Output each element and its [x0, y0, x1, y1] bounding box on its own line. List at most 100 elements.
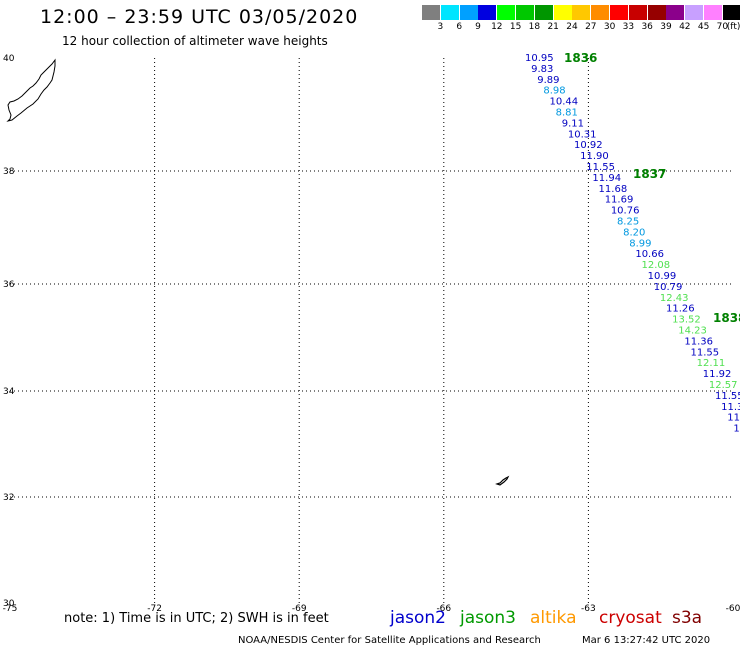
- satellite-legend-altika: altika: [530, 608, 577, 628]
- x-tick-label: -60: [726, 604, 740, 614]
- wave-height-value: 12.57: [709, 380, 738, 391]
- wave-height-value: 11.36: [684, 336, 713, 347]
- colorbar-swatch: [534, 5, 553, 20]
- colorbar-tick-label: 24: [566, 22, 578, 32]
- x-tick-label: -72: [147, 604, 162, 614]
- colorbar-swatch: [722, 5, 740, 20]
- colorbar-tick-label: 33: [622, 22, 635, 32]
- wave-height-value: 8.99: [629, 238, 651, 249]
- footer-credit: NOAA/NESDIS Center for Satellite Applica…: [238, 635, 541, 646]
- map-subtitle: 12 hour collection of altimeter wave hei…: [62, 34, 328, 48]
- wave-height-value: 11.38: [721, 402, 740, 413]
- wave-height-colorbar: 3 6 9 12 15 18 21 24 27 30 33 36 39 42 45 70 (ft): [422, 5, 740, 35]
- track-label: 1836: [564, 51, 597, 65]
- wave-height-value: 12.11: [697, 358, 726, 369]
- wave-height-value: 11.92: [703, 369, 732, 380]
- colorbar-tick-label: 36: [641, 22, 653, 32]
- colorbar-tick-label: 21: [547, 22, 559, 32]
- wave-height-value: 10.99: [648, 271, 677, 282]
- wave-height-value: 11.69: [605, 195, 634, 206]
- colorbar-swatch: [572, 5, 591, 20]
- satellite-legend-jason3: jason3: [460, 608, 516, 628]
- colorbar-tick-label: 42: [679, 22, 691, 32]
- wave-height-value: 11.68: [599, 184, 628, 195]
- wave-height-value: 10.31: [568, 129, 597, 140]
- colorbar-swatch: [628, 5, 647, 20]
- wave-height-value: 9.11: [562, 118, 584, 129]
- wave-height-value: 11.94: [592, 173, 621, 184]
- wave-height-value: 11.5: [727, 413, 740, 424]
- y-axis-ticks: 40 38 36 34 32 30: [3, 54, 15, 609]
- wave-height-value: 11.26: [666, 304, 695, 315]
- colorbar-swatch: [647, 5, 666, 20]
- y-tick-label: 40: [3, 54, 15, 64]
- wave-height-value: 10.79: [654, 282, 683, 293]
- colorbar-swatch: [685, 5, 704, 20]
- track-label-layer: 1836 1837 1838: [564, 51, 740, 325]
- coastline: [6, 58, 510, 486]
- satellite-legend-s3a: s3a: [672, 608, 703, 628]
- colorbar-tick-label: 3: [437, 22, 444, 32]
- y-tick-label: 36: [3, 280, 15, 290]
- wave-height-value: 10.: [733, 424, 740, 435]
- colorbar-tick-label: 12: [491, 22, 503, 32]
- colorbar-swatch: [516, 5, 534, 20]
- colorbar-swatch: [666, 5, 685, 20]
- colorbar-tick-label: 39: [660, 22, 672, 32]
- wave-height-value: 10.92: [574, 140, 603, 151]
- x-tick-label: -66: [436, 604, 451, 614]
- colorbar-unit: (ft): [726, 22, 740, 32]
- x-tick-label: -63: [581, 604, 596, 614]
- wave-height-value: 8.20: [623, 227, 645, 238]
- x-tick-label: -69: [292, 604, 307, 614]
- track-label: 1837: [633, 167, 666, 181]
- footer-timestamp: Mar 6 13:27:42 UTC 2020: [582, 635, 711, 646]
- y-tick-label: 30: [3, 599, 15, 609]
- colorbar-swatch: [422, 5, 440, 20]
- colorbar-tick-label: 9: [475, 22, 481, 32]
- x-axis-ticks: -75 -72 -69 -66 -63 -60: [3, 604, 740, 614]
- x-tick-label: -75: [3, 604, 18, 614]
- wave-height-value: 8.81: [556, 108, 578, 119]
- wave-height-value: 9.89: [537, 75, 559, 86]
- satellite-legend-cryosat: cryosat: [599, 608, 662, 628]
- colorbar-tick-label: 30: [603, 22, 616, 32]
- coastline-bermuda: [495, 475, 510, 486]
- coastline-cape-cod: [6, 58, 56, 122]
- colorbar-swatch: [497, 5, 516, 20]
- map-title: 12:00 – 23:59 UTC 03/05/2020: [40, 6, 359, 28]
- colorbar-swatch: [478, 5, 497, 20]
- colorbar-tick-label: 18: [528, 22, 541, 32]
- wave-height-value: 13.52: [672, 315, 701, 326]
- colorbar-tick-label: 45: [697, 22, 710, 32]
- colorbar-swatch: [440, 5, 459, 20]
- track-label: 1838: [713, 311, 740, 325]
- wave-height-value: 11.55: [586, 162, 615, 173]
- wave-height-value: 10.76: [611, 206, 640, 217]
- wave-height-value: 14.23: [678, 326, 707, 337]
- grid-lines: [10, 58, 733, 603]
- colorbar-tick-label: 15: [509, 22, 522, 32]
- y-tick-label: 34: [3, 387, 15, 397]
- footer-note: note: 1) Time is in UTC; 2) SWH is in fe…: [64, 611, 329, 626]
- colorbar-swatch: [704, 5, 722, 20]
- wave-height-value: 11.55: [715, 391, 740, 402]
- colorbar-swatch: [610, 5, 628, 20]
- colorbar-tick-label: 70: [716, 22, 729, 32]
- wave-height-value: 8.25: [617, 217, 639, 228]
- colorbar-tick-label: 6: [456, 22, 463, 32]
- y-tick-label: 32: [3, 493, 14, 503]
- satellite-legend-jason2: jason2: [390, 608, 446, 628]
- colorbar-tick-label: 27: [585, 22, 597, 32]
- wave-height-value: 12.08: [641, 260, 670, 271]
- wave-height-value: 11.55: [691, 347, 720, 358]
- wave-height-value: 10.44: [550, 97, 579, 108]
- wave-height-value: 8.98: [543, 86, 565, 97]
- wave-height-value: 10.95: [525, 53, 554, 64]
- wave-height-value: 10.66: [635, 249, 664, 260]
- wave-height-value: 11.90: [580, 151, 609, 162]
- colorbar-swatch: [459, 5, 478, 20]
- observation-layer: 10.959.839.898.9810.448.819.1110.3110.92…: [525, 53, 740, 446]
- wave-height-value: 12.43: [660, 293, 689, 304]
